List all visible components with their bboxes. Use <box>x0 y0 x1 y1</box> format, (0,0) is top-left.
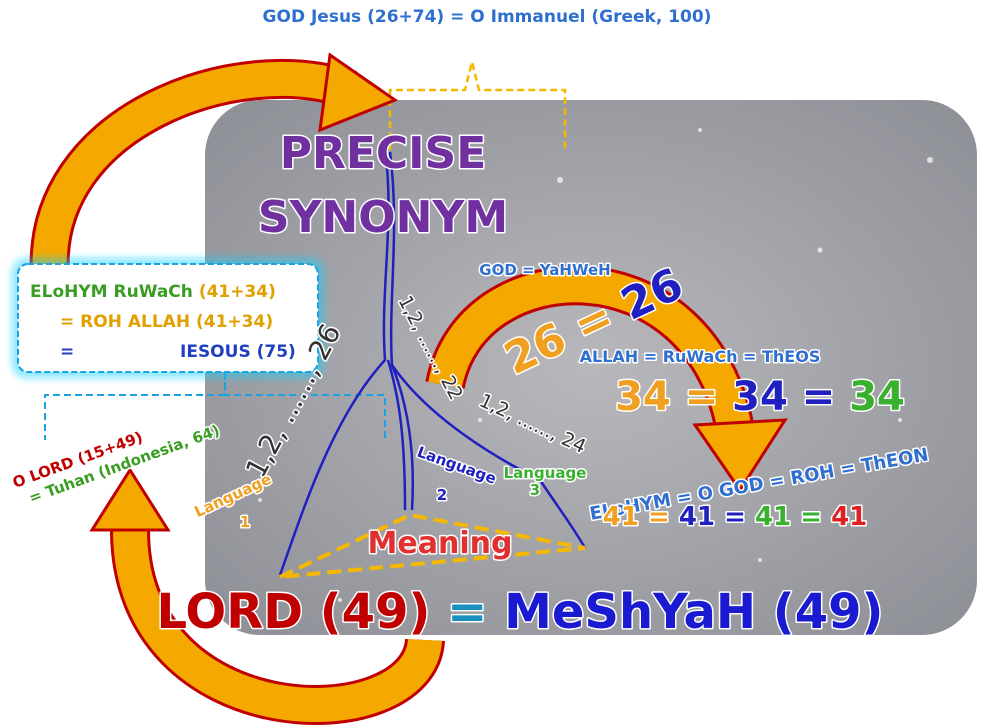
text: = <box>447 584 487 640</box>
text: IESOUS (75) <box>180 342 296 362</box>
text: 3 <box>530 481 540 499</box>
box-line: ELoHYM RuWaCh (41+34) <box>30 282 276 302</box>
heading: SYNONYM <box>258 192 508 243</box>
text: 34 <box>615 374 671 420</box>
meaning: Meaning <box>368 526 513 561</box>
text: = <box>648 502 670 532</box>
text: 41 <box>755 502 791 532</box>
text: 41 <box>831 502 867 532</box>
text: 2 <box>437 486 447 504</box>
text: (41+34) <box>196 312 273 332</box>
text: = <box>802 374 836 420</box>
text: = ROH ALLAH <box>60 312 190 332</box>
text: LORD (49) <box>157 584 431 640</box>
equation: 34 = 34 = 34 <box>615 374 905 420</box>
text: 41 <box>679 502 715 532</box>
text: Language <box>504 464 587 482</box>
text: MeShYaH (49) <box>504 584 883 640</box>
box-line: = ROH ALLAH (41+34) <box>60 312 273 332</box>
text: = <box>60 342 74 362</box>
equation-name: GOD = YaHWeH <box>479 261 610 279</box>
text: ELoHYM RuWaCh <box>30 282 193 302</box>
equation: 41 = 41 = 41 = 41 <box>603 502 868 532</box>
text: = <box>685 374 719 420</box>
text: 34 <box>849 374 905 420</box>
text: 34 <box>732 374 788 420</box>
diagram: ELoHYM RuWaCh (41+34) = ROH ALLAH (41+34… <box>0 0 989 728</box>
equation-name: ALLAH = RuWaCh = ThEOS <box>580 347 821 366</box>
bottom-equation: LORD (49) = MeShYaH (49) <box>157 584 884 640</box>
text: = <box>800 502 822 532</box>
text: 41 <box>603 502 639 532</box>
text: (41+34) <box>199 282 276 302</box>
heading: PRECISE <box>280 128 487 179</box>
text: = <box>724 502 746 532</box>
text: 1 <box>240 513 250 531</box>
top-label: GOD Jesus (26+74) = O Immanuel (Greek, 1… <box>263 7 712 27</box>
